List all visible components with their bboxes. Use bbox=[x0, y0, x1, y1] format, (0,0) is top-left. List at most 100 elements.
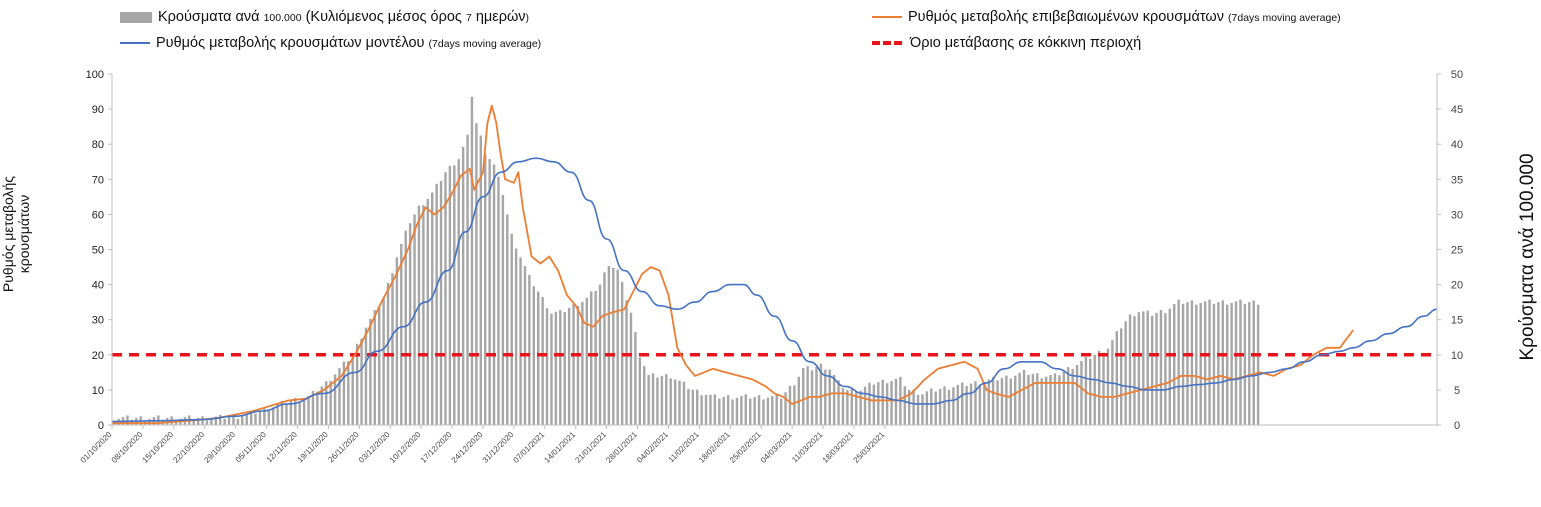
bar bbox=[643, 366, 646, 425]
bar bbox=[965, 385, 968, 425]
bar bbox=[788, 385, 792, 425]
bar bbox=[219, 414, 222, 425]
x-tick-label: 18/03/2021 bbox=[821, 430, 856, 465]
bar bbox=[1212, 303, 1216, 425]
bar bbox=[634, 332, 637, 425]
bar-series bbox=[113, 96, 1260, 426]
y-right-tick-label: 40 bbox=[1451, 139, 1463, 151]
bar bbox=[214, 416, 218, 425]
bar bbox=[762, 399, 765, 425]
x-tick-label: 25/02/2021 bbox=[728, 430, 763, 465]
y-left-tick-label: 30 bbox=[92, 315, 104, 327]
bar bbox=[245, 413, 248, 425]
x-tick-label: 11/02/2021 bbox=[667, 430, 702, 465]
bar bbox=[974, 381, 977, 425]
bar bbox=[1080, 360, 1083, 425]
bar bbox=[210, 418, 213, 425]
bar bbox=[338, 368, 341, 425]
bar bbox=[227, 416, 231, 425]
bar bbox=[718, 398, 721, 425]
bar bbox=[775, 394, 778, 425]
x-tick-label: 01/10/2020 bbox=[79, 430, 114, 465]
orange-series-line bbox=[112, 104, 1354, 425]
x-tick-label: 04/02/2021 bbox=[635, 430, 670, 465]
bar bbox=[1044, 376, 1048, 425]
bar bbox=[868, 382, 871, 425]
x-tick-label: 31/12/2020 bbox=[481, 430, 516, 465]
bar bbox=[528, 275, 531, 425]
bar bbox=[541, 296, 544, 425]
bar bbox=[439, 180, 443, 425]
bar bbox=[590, 291, 593, 425]
bar bbox=[594, 290, 597, 425]
bar bbox=[550, 313, 553, 425]
bar bbox=[360, 338, 363, 425]
bar bbox=[1106, 348, 1110, 425]
bar bbox=[1186, 302, 1189, 425]
y-left-tick-label: 60 bbox=[92, 209, 104, 221]
bar bbox=[426, 198, 430, 425]
bar bbox=[479, 135, 483, 425]
bar bbox=[930, 388, 933, 425]
bar bbox=[859, 390, 862, 425]
legend-item-blue: Ρυθμός μεταβολής κρουσμάτων μοντέλου (7d… bbox=[120, 35, 541, 51]
bar bbox=[1221, 300, 1225, 425]
blue-series-line bbox=[111, 157, 1438, 423]
bar bbox=[576, 305, 580, 425]
y-left-tick-label: 40 bbox=[92, 280, 104, 292]
bar bbox=[956, 384, 960, 425]
bar bbox=[616, 269, 619, 425]
bar bbox=[311, 390, 315, 425]
bar bbox=[510, 233, 513, 425]
x-tick-label: 08/10/2020 bbox=[110, 430, 145, 465]
bar bbox=[581, 301, 584, 425]
bar bbox=[691, 389, 695, 425]
bar bbox=[413, 214, 416, 425]
bar bbox=[1150, 315, 1154, 425]
bar bbox=[1120, 328, 1123, 425]
bar bbox=[802, 368, 805, 425]
legend-label-blue: Ρυθμός μεταβολής κρουσμάτων μοντέλου (7d… bbox=[156, 35, 542, 51]
bar bbox=[952, 387, 955, 425]
bar bbox=[329, 380, 332, 425]
x-tick-label: 04/03/2021 bbox=[759, 430, 794, 465]
x-tick-label: 22/10/2020 bbox=[171, 430, 206, 465]
bar bbox=[1195, 304, 1198, 425]
bar bbox=[1089, 358, 1092, 425]
bar bbox=[1018, 372, 1021, 425]
bar bbox=[448, 165, 452, 426]
x-tick-label: 05/11/2020 bbox=[234, 430, 269, 465]
bar bbox=[196, 417, 200, 425]
bar bbox=[1093, 354, 1096, 425]
bar bbox=[731, 399, 734, 425]
bar bbox=[938, 389, 942, 425]
bar bbox=[537, 291, 540, 425]
bar bbox=[1071, 369, 1074, 425]
y-right-tick-label: 50 bbox=[1451, 69, 1463, 81]
bar bbox=[276, 404, 279, 425]
bar bbox=[258, 410, 262, 425]
y-left-tick-label: 100 bbox=[86, 69, 104, 81]
legend-swatch-bars bbox=[120, 11, 152, 23]
x-tick-label: 25/03/2021 bbox=[852, 430, 887, 465]
bar bbox=[943, 386, 946, 425]
bar bbox=[417, 205, 421, 425]
legend-item-threshold: Όριο μετάβασης σε κόκκινη περιοχή bbox=[872, 35, 1141, 51]
bar bbox=[1053, 373, 1057, 425]
bar bbox=[987, 379, 990, 425]
x-tick-label: 03/12/2020 bbox=[357, 430, 392, 465]
bar bbox=[665, 374, 668, 425]
bar bbox=[735, 397, 739, 425]
bar bbox=[395, 257, 399, 425]
bar bbox=[1164, 313, 1167, 425]
bar bbox=[819, 363, 823, 425]
bar bbox=[1115, 331, 1119, 425]
bar bbox=[201, 416, 204, 425]
y-right-tick-label: 0 bbox=[1454, 420, 1460, 432]
bar bbox=[673, 379, 677, 425]
bar bbox=[744, 394, 748, 425]
x-tick-label: 17/12/2020 bbox=[419, 430, 454, 465]
bar bbox=[806, 366, 809, 425]
bar bbox=[320, 386, 324, 425]
x-tick-label: 12/11/2020 bbox=[265, 430, 300, 465]
